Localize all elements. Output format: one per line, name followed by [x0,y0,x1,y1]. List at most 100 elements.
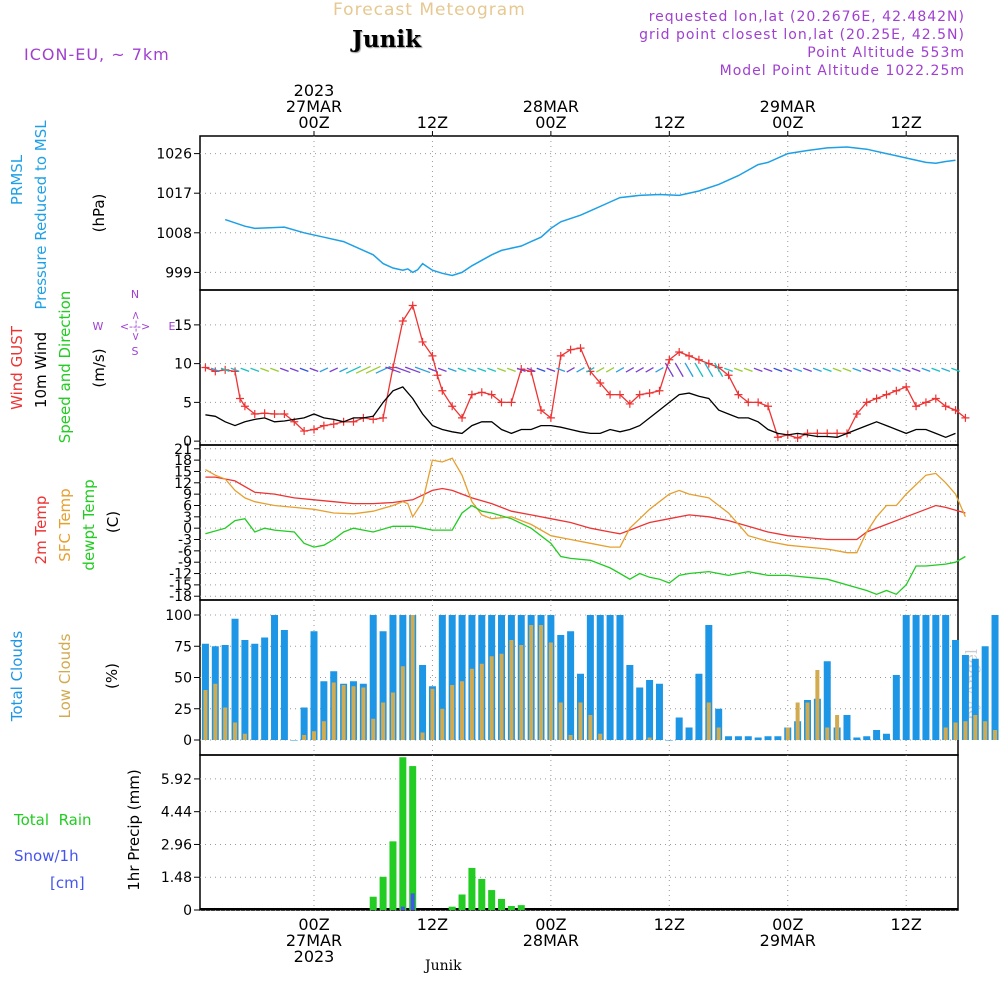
bottom-time-label: 12Z [891,915,922,934]
wind-arrow [345,365,362,374]
wind-arrow [783,367,793,372]
clouds-ytick-label: 25 [174,702,192,718]
low-cloud-bar [390,692,395,740]
total-cloud-bar [774,736,782,740]
wind-arrow [911,367,921,372]
temperature-ytick-label: 3 [183,510,192,526]
low-cloud-bar [381,702,386,740]
wind-arrow [842,367,852,372]
low-cloud-bar [953,722,958,740]
low-cloud-bar [469,668,474,740]
low-clouds-label: Low Clouds [56,633,74,718]
wind-arrow [279,367,289,372]
wind-arrow [664,362,674,378]
rain-bar [458,894,466,910]
wind-arrow [309,367,319,372]
low-cloud-bar [973,715,978,740]
low-cloud-bar [302,735,307,740]
low-cloud-bar [351,686,356,740]
total-cloud-bar [438,615,446,740]
bottom-time-label: 28MAR [523,931,579,950]
total-cloud-bar [557,635,565,740]
wind-arrow [773,367,783,372]
temperature-ytick-label: 18 [174,453,192,469]
wind-arrow [566,367,575,373]
gust-point [329,420,338,429]
total-cloud-bar [981,646,989,740]
temp2m-line [205,476,966,541]
gust-point [310,425,318,434]
gust-point [546,413,555,422]
wind-arrow [289,367,299,372]
compass-s: S [132,345,139,358]
wind-arrow [467,367,477,372]
gust-point [250,410,259,418]
low-cloud-bar [312,731,316,740]
wind-arrow [615,367,625,373]
low-cloud-bar [943,727,948,740]
gust-point [606,390,615,399]
wind-arrow [862,367,872,372]
wind-arrow [526,367,536,372]
gust-point [537,406,546,415]
gust-point [951,406,960,415]
gust-point [300,427,309,436]
gust-point [734,390,743,399]
low-cloud-bar [331,682,336,740]
low-cloud-bar [588,715,593,740]
rain-bar [379,876,387,910]
total-cloud-bar [675,717,683,740]
low-cloud-bar [795,702,800,740]
gust-point [428,351,437,360]
wind-arrow [536,367,546,372]
total-cloud-bar [586,615,594,740]
gust-point [458,413,467,422]
top-time-label: 00Z [298,113,329,132]
precip-unit-label: 1hr Precip (mm) [125,769,143,890]
precip-ytick-label: 2.96 [161,837,192,853]
wind-arrow [414,366,431,374]
gust-point [862,398,871,407]
total-cloud-bar [754,737,762,740]
dewpt-label: dewpt Temp [80,479,98,570]
wind-arrow [355,365,371,374]
wind-arrow [645,367,654,373]
low-cloud-bar [400,666,405,740]
total-cloud-bar [596,615,604,740]
gust-point [892,386,901,395]
low-cloud-bar [242,733,247,740]
gust-point [349,417,358,426]
total-cloud-bar [567,631,575,740]
compass-n: N [131,288,139,301]
gust-point [418,337,427,346]
wind-arrow [250,367,260,372]
gust-point [319,421,328,430]
low-cloud-bar [825,727,830,740]
wind-arrow [546,367,556,372]
wind-arrow [812,367,822,372]
low-cloud-bar [213,683,218,740]
gust-point [270,410,279,418]
wind-arrow [753,367,763,372]
gust-point [724,371,733,380]
low-cloud-bar [233,722,238,740]
total-cloud-bar [882,733,890,740]
temperature-ytick-label: -18 [169,589,192,605]
wind-arrow [694,362,704,378]
dewpt-line [205,504,966,596]
total-cloud-bar [231,618,239,740]
low-cloud-bar [548,642,553,740]
wind-arrow [576,367,585,373]
clouds-ytick-label: 100 [165,608,192,624]
wind-arrow [674,362,684,378]
total-cloud-bar [764,736,772,740]
low-cloud-bar [430,688,435,740]
gust-point [260,409,269,418]
gust-point [665,355,674,364]
wind-arrow [210,367,220,372]
total-cloud-bar [685,727,693,740]
wind-arrow [803,367,812,372]
total-cloud-bar [419,665,427,740]
gust-point [803,429,812,438]
wind-arrow [260,367,270,372]
